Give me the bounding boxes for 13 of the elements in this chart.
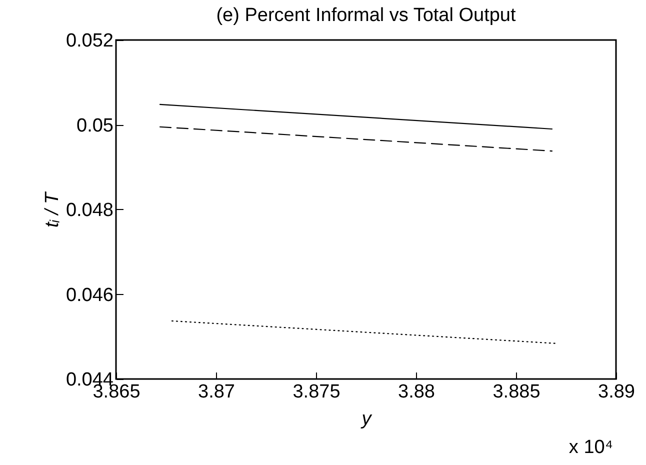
x-axis-title: y (360, 408, 373, 430)
y-tick-label: 0.048 (66, 200, 114, 221)
x-tick-label: 3.885 (492, 382, 540, 402)
x-tick-label: 3.875 (292, 382, 340, 402)
chart-title: (e) Percent Informal vs Total Output (216, 5, 516, 26)
x-tick-label: 3.88 (398, 382, 435, 402)
x-tick-label: 3.89 (598, 382, 635, 402)
y-tick-label: 0.05 (76, 115, 114, 136)
text: x 10⁴ (568, 437, 613, 458)
y-tick-label: 0.052 (66, 30, 114, 52)
y-axis-title: tᵢ / T (42, 191, 63, 228)
x-tick-label: 3.87 (198, 382, 235, 402)
y-tick-label: 0.046 (66, 284, 114, 306)
